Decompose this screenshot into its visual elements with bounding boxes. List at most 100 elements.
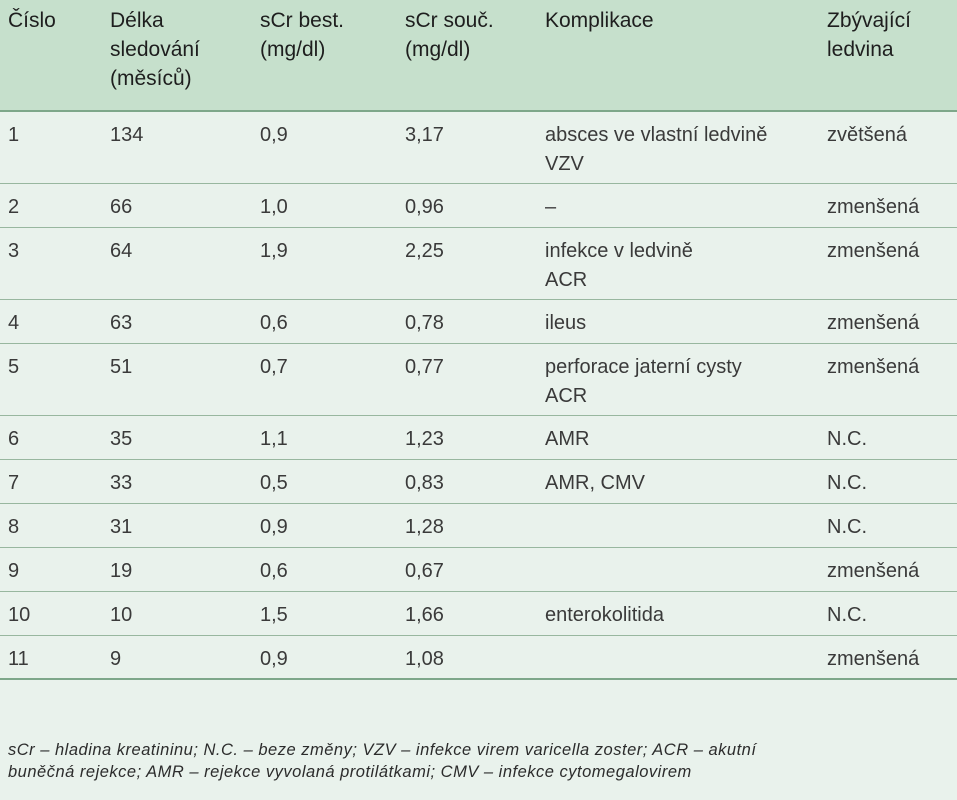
komplikace-line: absces ve vlastní ledvině [545, 124, 768, 146]
patients-table: Číslo Délka sledování (měsíců) sCr best.… [0, 0, 957, 680]
header-line: Zbývající [827, 9, 912, 32]
cell-scr-souc: 0,83 [405, 459, 545, 504]
cell-scr-best: 1,9 [260, 227, 405, 300]
header-line: sCr souč. [405, 9, 494, 32]
cell-scr-best: 0,6 [260, 299, 405, 344]
cell-delka: 31 [110, 503, 260, 548]
cell-ledvina: N.C. [827, 503, 957, 548]
cell-komplikace: absces ve vlastní ledvině VZV [545, 110, 827, 184]
table-row: 6 35 1,1 1,23 AMR N.C. [0, 415, 957, 460]
cell-cislo: 10 [0, 591, 110, 636]
header-line: ledvina [827, 38, 894, 61]
cell-delka: 33 [110, 459, 260, 504]
header-line: (mg/dl) [260, 38, 326, 61]
cell-scr-souc: 0,77 [405, 343, 545, 416]
cell-delka: 51 [110, 343, 260, 416]
cell-cislo: 4 [0, 299, 110, 344]
header-line: Číslo [8, 9, 56, 32]
cell-delka: 64 [110, 227, 260, 300]
cell-delka: 66 [110, 183, 260, 228]
komplikace-line: AMR [545, 427, 590, 450]
cell-komplikace [545, 547, 827, 592]
table-row: 11 9 0,9 1,08 zmenšená [0, 635, 957, 680]
cell-scr-best: 0,9 [260, 503, 405, 548]
table-row: 7 33 0,5 0,83 AMR, CMV N.C. [0, 459, 957, 504]
cell-komplikace: AMR [545, 415, 827, 460]
table-row: 3 64 1,9 2,25 infekce v ledvině ACR zmen… [0, 227, 957, 300]
cell-cislo: 5 [0, 343, 110, 416]
cell-scr-best: 0,9 [260, 110, 405, 184]
cell-delka: 134 [110, 110, 260, 184]
cell-scr-best: 0,9 [260, 635, 405, 680]
header-line: sCr best. [260, 9, 345, 32]
table-header: Číslo Délka sledování (měsíců) sCr best.… [0, 0, 957, 111]
komplikace-line: perforace jaterní cysty [545, 355, 742, 378]
cell-scr-souc: 0,96 [405, 183, 545, 228]
header-cislo: Číslo [0, 0, 110, 111]
table-row: 1 134 0,9 3,17 absces ve vlastní ledvině… [0, 110, 957, 184]
cell-scr-souc: 1,08 [405, 635, 545, 680]
cell-cislo: 3 [0, 227, 110, 300]
cell-komplikace: perforace jaterní cysty ACR [545, 343, 827, 416]
komplikace-line: ACR [545, 268, 588, 291]
cell-scr-souc: 0,67 [405, 547, 545, 592]
header-zbyvajici-ledvina: Zbývající ledvina [827, 0, 957, 111]
header-line: Komplikace [545, 9, 654, 32]
cell-scr-best: 1,1 [260, 415, 405, 460]
cell-ledvina: N.C. [827, 459, 957, 504]
table-row: 10 10 1,5 1,66 enterokolitida N.C. [0, 591, 957, 636]
cell-cislo: 6 [0, 415, 110, 460]
komplikace-line: AMR, CMV [545, 471, 645, 494]
cell-scr-souc: 1,66 [405, 591, 545, 636]
header-komplikace: Komplikace [545, 0, 827, 111]
cell-ledvina: zmenšená [827, 183, 957, 228]
table-row: 2 66 1,0 0,96 – zmenšená [0, 183, 957, 228]
cell-cislo: 2 [0, 183, 110, 228]
table-row: 5 51 0,7 0,77 perforace jaterní cysty AC… [0, 343, 957, 416]
komplikace-line: ACR [545, 384, 588, 407]
cell-komplikace: enterokolitida [545, 591, 827, 636]
cell-ledvina: N.C. [827, 591, 957, 636]
cell-cislo: 7 [0, 459, 110, 504]
cell-scr-best: 1,5 [260, 591, 405, 636]
cell-cislo: 11 [0, 635, 110, 680]
cell-delka: 35 [110, 415, 260, 460]
cell-komplikace [545, 503, 827, 548]
cell-scr-souc: 2,25 [405, 227, 545, 300]
komplikace-line: ileus [545, 311, 587, 334]
header-line: (měsíců) [110, 67, 192, 90]
cell-cislo: 9 [0, 547, 110, 592]
cell-komplikace: AMR, CMV [545, 459, 827, 504]
cell-delka: 63 [110, 299, 260, 344]
cell-scr-best: 0,6 [260, 547, 405, 592]
cell-scr-best: 0,5 [260, 459, 405, 504]
cell-komplikace: ileus [545, 299, 827, 344]
cell-ledvina: zmenšená [827, 343, 957, 416]
header-scr-best: sCr best. (mg/dl) [260, 0, 405, 111]
cell-cislo: 1 [0, 110, 110, 184]
header-line: sledování [110, 38, 200, 61]
cell-ledvina: zmenšená [827, 635, 957, 680]
header-line: (mg/dl) [405, 38, 471, 61]
cell-delka: 10 [110, 591, 260, 636]
cell-scr-souc: 3,17 [405, 110, 545, 184]
cell-scr-souc: 0,78 [405, 299, 545, 344]
table-row: 9 19 0,6 0,67 zmenšená [0, 547, 957, 592]
table-row: 4 63 0,6 0,78 ileus zmenšená [0, 299, 957, 344]
cell-komplikace [545, 635, 827, 680]
cell-delka: 19 [110, 547, 260, 592]
komplikace-line: enterokolitida [545, 603, 664, 626]
footnote-line: buněčná rejekce; AMR – rejekce vyvolaná … [8, 763, 692, 781]
komplikace-line: VZV [545, 153, 584, 175]
cell-ledvina: N.C. [827, 415, 957, 460]
cell-delka: 9 [110, 635, 260, 680]
cell-scr-souc: 1,28 [405, 503, 545, 548]
header-scr-souc: sCr souč. (mg/dl) [405, 0, 545, 111]
cell-ledvina: zmenšená [827, 299, 957, 344]
cell-ledvina: zmenšená [827, 547, 957, 592]
header-delka-sledovani: Délka sledování (měsíců) [110, 0, 260, 111]
cell-scr-souc: 1,23 [405, 415, 545, 460]
cell-scr-best: 0,7 [260, 343, 405, 416]
footnote-line: sCr – hladina kreatininu; N.C. – beze zm… [8, 741, 757, 759]
